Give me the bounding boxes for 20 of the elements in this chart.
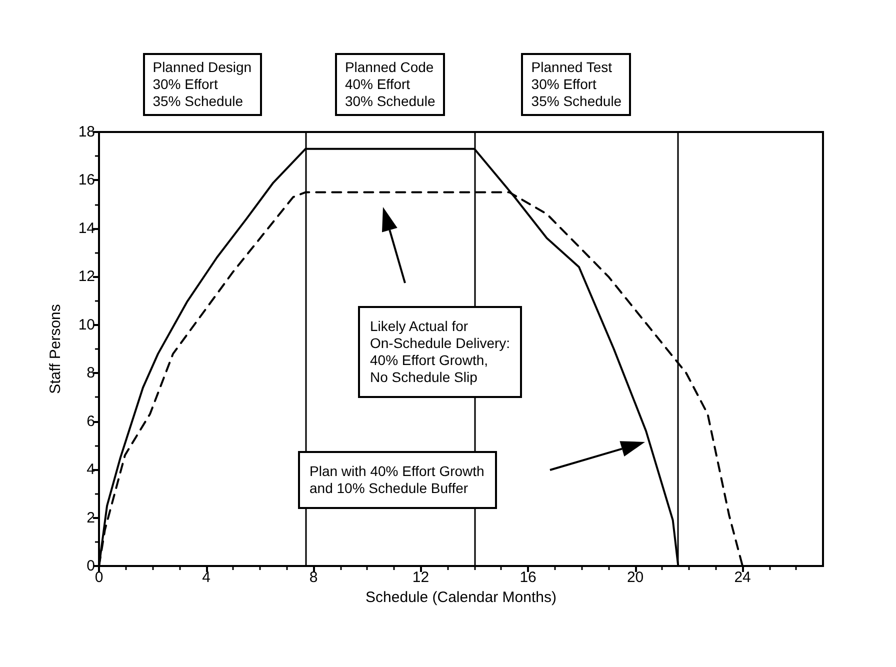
x-axis-title: Schedule (Calendar Months)	[366, 588, 556, 606]
x-tick-label: 24	[734, 569, 751, 586]
text: Planned Test 30% Effort 35% Schedule	[531, 58, 622, 110]
x-tick-label: 12	[412, 569, 430, 586]
text: Planned Design 30% Effort 35% Schedule	[152, 58, 252, 110]
annotation: Plan with 40% Effort Growth and 10% Schedule Buffer	[310, 463, 484, 497]
y-tick-label: 14	[78, 220, 95, 237]
y-tick-label: 12	[78, 268, 95, 286]
y-tick-label: 16	[78, 172, 95, 189]
x-tick-label: 8	[309, 569, 318, 586]
y-tick-label: 8	[86, 364, 95, 382]
y-tick-label: 2	[86, 509, 95, 526]
x-tick-label: 20	[626, 569, 644, 586]
y-axis-title: Staff Persons	[47, 304, 64, 394]
y-tick-label: 4	[86, 461, 95, 478]
x-tick-label: 4	[202, 569, 210, 586]
annotation: Likely Actual for On-Schedule Delivery: 40% Effort Growth, No Schedule Slip	[370, 318, 510, 386]
text: Planned Code 40% Effort 30% Schedule	[344, 58, 436, 110]
x-tick-label: 16	[520, 569, 536, 586]
y-tick-label: 18	[78, 124, 95, 140]
